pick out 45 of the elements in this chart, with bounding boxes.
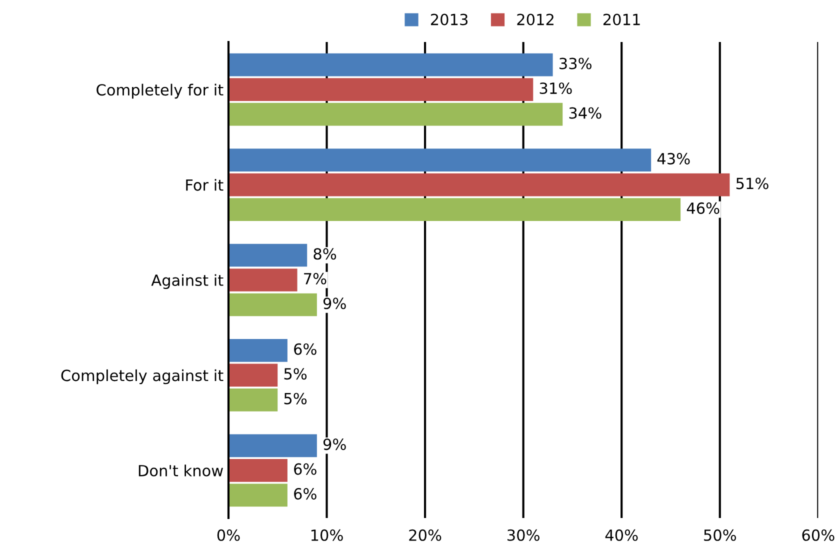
bar [228,53,553,76]
data-label: 9% [323,298,346,310]
data-label: 7% [304,272,326,284]
x-tick-label: 60% [802,529,834,541]
x-tick-label: 50% [704,529,736,541]
data-label: 6% [294,463,316,475]
legend-label: 2011 [603,14,640,26]
bar [228,388,278,412]
bar [228,198,681,221]
bar [228,339,288,362]
legend-label: 2012 [517,14,554,26]
data-label: 46% [686,202,720,214]
data-label: 34% [569,107,602,119]
bar [228,293,317,316]
x-tick-label: 40% [605,529,638,541]
data-label: 6% [294,343,316,355]
bar [228,484,288,507]
bar [228,78,534,102]
data-label: 33% [560,58,592,70]
data-label: 51% [736,178,768,190]
x-tick-label: 20% [409,529,442,541]
bar [228,173,730,196]
bar [228,458,288,482]
data-label: 8% [314,248,336,260]
bar [228,364,278,387]
y-tick-label: Completely against it [61,369,224,384]
data-label: 31% [540,82,572,94]
bar [228,434,317,458]
y-tick-label: Completely for it [96,84,224,99]
x-tick-label: 30% [508,529,540,541]
y-tick-label: Against it [151,274,224,289]
data-label: 6% [294,488,316,500]
data-label: 5% [284,392,307,404]
bar [228,102,563,126]
legend-label: 2013 [430,14,468,26]
bar [228,268,298,292]
data-label: 9% [323,438,346,450]
y-tick-label: For it [186,178,224,191]
y-tick-label: Don't know [138,464,223,476]
bar [228,244,308,267]
bar [228,148,652,172]
data-label: 43% [657,152,690,164]
data-label: 5% [284,368,307,380]
x-tick-label: 10% [311,529,343,541]
x-tick-label: 0% [217,529,240,541]
